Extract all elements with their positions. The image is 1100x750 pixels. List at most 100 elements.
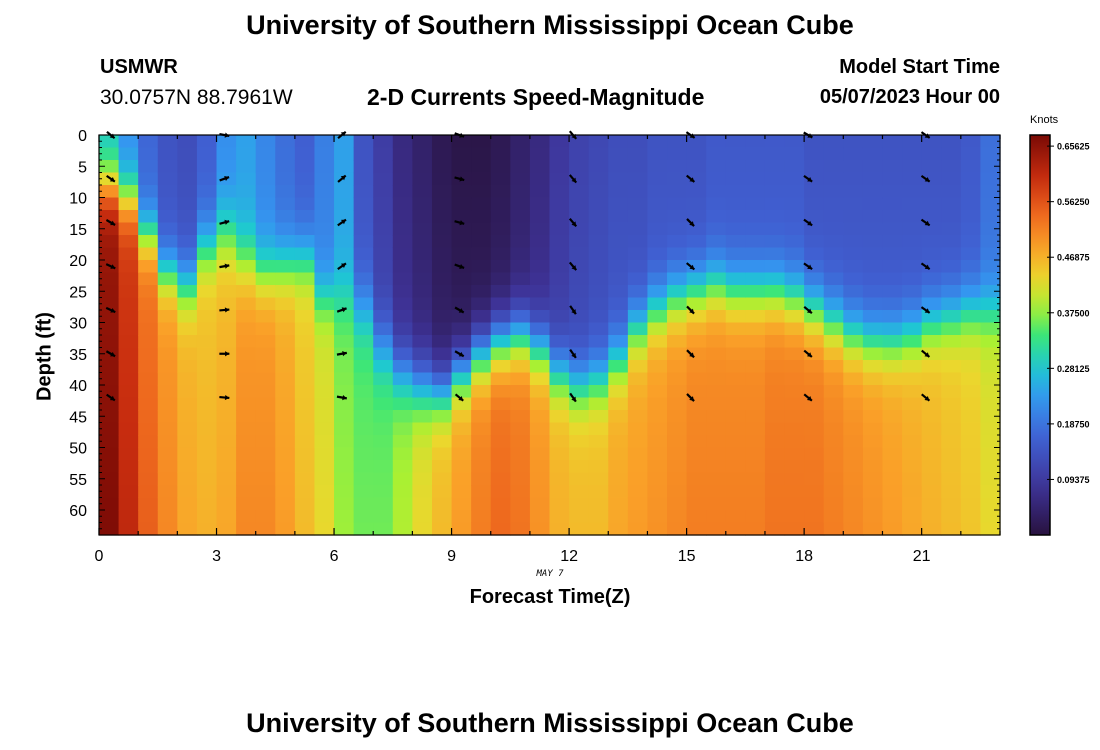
- heatmap-cell: [138, 322, 159, 336]
- heatmap-cell: [569, 147, 590, 161]
- heatmap-cell: [706, 360, 727, 374]
- current-vector-arrow: [337, 174, 347, 183]
- heatmap-cell: [392, 197, 413, 211]
- heatmap-cell: [960, 522, 982, 536]
- heatmap-cell: [294, 497, 316, 511]
- heatmap-cell: [255, 172, 276, 186]
- heatmap-cell: [862, 497, 884, 511]
- heatmap-cell: [569, 322, 590, 336]
- heatmap-cell: [862, 372, 884, 386]
- heatmap-cell: [118, 410, 139, 424]
- heatmap-cell: [392, 272, 413, 286]
- heatmap-cell: [941, 497, 962, 511]
- heatmap-cell: [608, 510, 629, 524]
- heatmap-cell: [118, 260, 139, 274]
- heatmap-cell: [334, 410, 355, 424]
- heatmap-cell: [667, 347, 688, 361]
- heatmap-cell: [902, 285, 923, 299]
- heatmap-cell: [882, 397, 903, 411]
- heatmap-cell: [99, 185, 120, 199]
- current-vector-arrow: [568, 217, 578, 228]
- heatmap-cell: [745, 272, 766, 286]
- heatmap-cell: [157, 172, 178, 186]
- y-tick-label: 45: [69, 409, 87, 426]
- heatmap-cell: [353, 422, 374, 436]
- heatmap-cell: [431, 247, 453, 261]
- heatmap-cell: [588, 285, 609, 299]
- heatmap-cell: [784, 510, 805, 524]
- heatmap-cell: [882, 210, 903, 224]
- heatmap-cell: [725, 447, 746, 461]
- heatmap-cell: [353, 497, 374, 511]
- heatmap-cell: [236, 247, 257, 261]
- heatmap-cell: [353, 372, 374, 386]
- heatmap-cell: [921, 272, 942, 286]
- heatmap-cell: [667, 285, 688, 299]
- heatmap-cell: [941, 147, 962, 161]
- heatmap-cell: [823, 335, 844, 349]
- heatmap-cell: [196, 410, 218, 424]
- heatmap-cell: [490, 172, 511, 186]
- heatmap-cell: [353, 310, 374, 324]
- heatmap-cell: [275, 385, 296, 399]
- heatmap-cell: [569, 285, 590, 299]
- heatmap-cell: [980, 410, 1001, 424]
- heatmap-cell: [804, 522, 825, 536]
- heatmap-cell: [451, 197, 472, 211]
- heatmap-cell: [823, 272, 844, 286]
- heatmap-cell: [921, 160, 942, 174]
- heatmap-cell: [902, 322, 923, 336]
- x-tick-label: 0: [95, 548, 104, 565]
- heatmap-cell: [764, 285, 786, 299]
- heatmap-cell: [627, 185, 649, 199]
- heatmap-cell: [627, 435, 649, 449]
- heatmap-cell: [823, 310, 844, 324]
- heatmap-cell: [725, 497, 746, 511]
- heatmap-cell: [373, 472, 394, 486]
- heatmap-cell: [980, 485, 1001, 499]
- heatmap-cell: [804, 347, 825, 361]
- heatmap-cell: [902, 472, 923, 486]
- current-vector-arrow: [803, 262, 813, 271]
- heatmap-cell: [902, 210, 923, 224]
- heatmap-cell: [921, 472, 942, 486]
- heatmap-cell: [275, 360, 296, 374]
- heatmap-cell: [804, 372, 825, 386]
- heatmap-cell: [118, 447, 139, 461]
- heatmap-cell: [764, 360, 786, 374]
- heatmap-cell: [471, 472, 492, 486]
- heatmap-cell: [706, 147, 727, 161]
- heatmap-cell: [177, 310, 198, 324]
- heatmap-cell: [686, 510, 707, 524]
- heatmap-cell: [804, 447, 825, 461]
- heatmap-cell: [843, 422, 864, 436]
- heatmap-cell: [510, 435, 531, 449]
- heatmap-cell: [196, 397, 218, 411]
- heatmap-cell: [236, 335, 257, 349]
- heatmap-cell: [99, 460, 120, 474]
- heatmap-cell: [667, 510, 688, 524]
- heatmap-cell: [334, 510, 355, 524]
- heatmap-cell: [902, 310, 923, 324]
- heatmap-cell: [745, 185, 766, 199]
- heatmap-cell: [412, 222, 433, 236]
- heatmap-cell: [510, 372, 531, 386]
- heatmap-cell: [764, 322, 786, 336]
- heatmap-cell: [667, 210, 688, 224]
- heatmap-cell: [569, 347, 590, 361]
- heatmap-cell: [392, 285, 413, 299]
- heatmap-cell: [275, 397, 296, 411]
- heatmap-cell: [373, 435, 394, 449]
- heatmap-cell: [745, 435, 766, 449]
- heatmap-cell: [725, 297, 746, 311]
- heatmap-cell: [451, 235, 472, 249]
- heatmap-cell: [941, 235, 962, 249]
- heatmap-cell: [784, 485, 805, 499]
- heatmap-cell: [138, 247, 159, 261]
- heatmap-cell: [392, 335, 413, 349]
- heatmap-cell: [412, 135, 433, 149]
- heatmap-cell: [373, 397, 394, 411]
- heatmap-cell: [706, 247, 727, 261]
- heatmap-cell: [941, 435, 962, 449]
- heatmap-cell: [745, 372, 766, 386]
